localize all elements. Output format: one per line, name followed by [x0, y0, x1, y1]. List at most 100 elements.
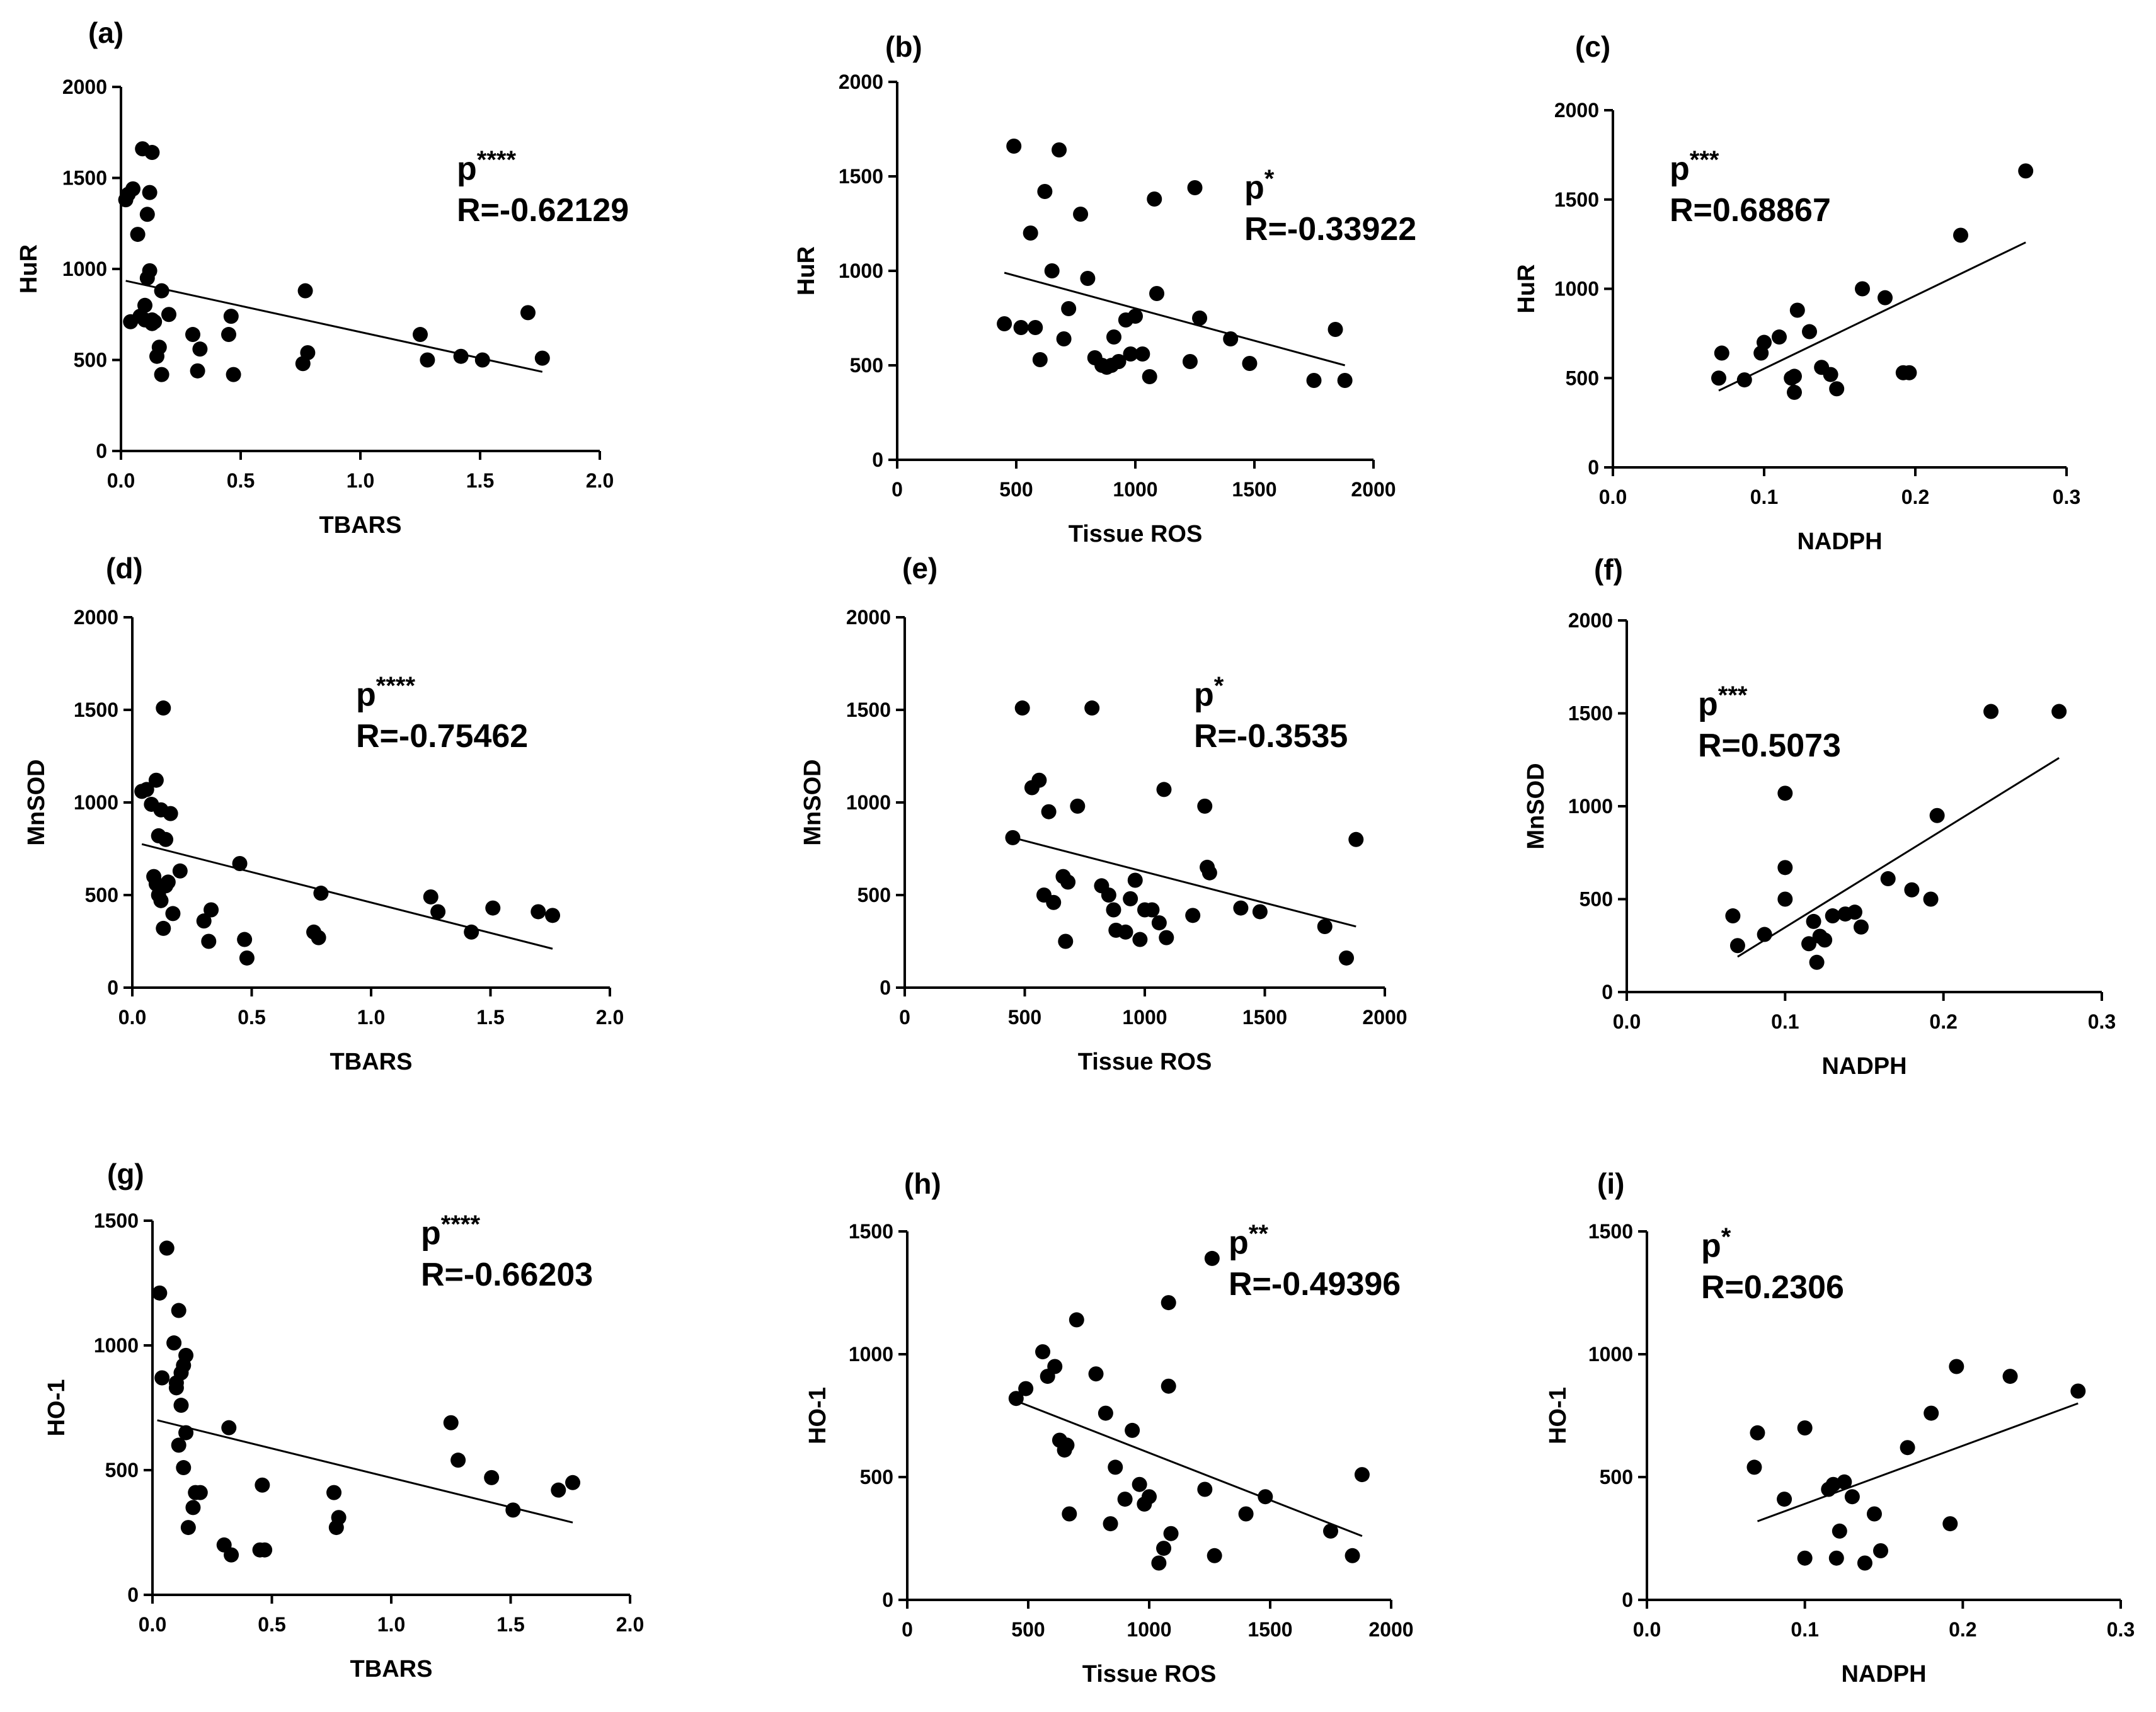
r-value-annotation: R=0.5073: [1698, 728, 1841, 764]
panel-letter: (a): [88, 16, 123, 49]
data-point: [156, 920, 171, 936]
x-tick-label: 1500: [1232, 478, 1276, 501]
data-point: [474, 352, 490, 368]
data-point: [1317, 918, 1333, 934]
data-point: [1147, 191, 1162, 207]
data-point: [1106, 902, 1121, 918]
data-point: [154, 1370, 170, 1386]
data-point: [1201, 865, 1217, 881]
r-value-annotation: R=-0.75462: [356, 718, 528, 755]
x-tick-label: 0: [902, 1618, 913, 1641]
y-tick-label: 0: [872, 448, 883, 471]
x-tick-label: 0.0: [107, 469, 135, 492]
data-point: [192, 1485, 208, 1500]
x-tick-label: 2.0: [616, 1613, 644, 1636]
significance-stars: *: [1214, 672, 1224, 700]
regression-line: [1718, 241, 2026, 392]
p-value-annotation: p****: [356, 672, 415, 713]
panel-letter: (b): [885, 30, 922, 63]
data-point: [237, 932, 253, 947]
data-point: [1223, 331, 1239, 346]
data-point: [2018, 163, 2034, 179]
significance-stars: **: [1249, 1220, 1269, 1248]
data-point: [1345, 1548, 1360, 1563]
data-point: [2051, 704, 2067, 719]
significance-stars: ****: [376, 672, 416, 700]
data-point: [1949, 1359, 1964, 1374]
x-tick-label: 0.0: [1633, 1618, 1661, 1641]
x-tick-label: 2000: [1368, 1618, 1413, 1641]
data-point: [1923, 891, 1939, 907]
panel-letter: (h): [904, 1167, 941, 1200]
data-point: [1207, 1548, 1222, 1563]
data-point: [1306, 373, 1322, 388]
chart-panel: 0 500 1000 1500 2000 0.0 0.1 0.2 0.3 NADPH MnSOD (f…: [1523, 553, 2116, 1080]
x-tick-label: 0.5: [238, 1006, 265, 1029]
data-point: [1757, 927, 1772, 942]
data-point: [430, 904, 446, 920]
data-point: [326, 1485, 342, 1500]
data-point: [423, 889, 439, 905]
panel-letter: (e): [902, 552, 938, 585]
data-point: [1904, 882, 1920, 898]
data-point: [173, 1398, 189, 1413]
y-axis-title: MnSOD: [23, 759, 50, 845]
regression-line: [1757, 1402, 2079, 1522]
data-point: [1929, 807, 1945, 823]
y-tick-label: 500: [85, 884, 118, 906]
data-point: [1787, 368, 1802, 384]
data-point: [313, 886, 329, 901]
data-point: [1161, 1378, 1176, 1394]
data-point: [520, 305, 536, 321]
x-tick-label: 0.0: [1613, 1010, 1641, 1033]
data-point: [1080, 271, 1096, 286]
data-point: [223, 309, 239, 324]
y-tick-label: 1000: [839, 260, 883, 282]
x-tick-label: 2000: [1351, 478, 1396, 501]
y-tick-label: 0: [107, 976, 118, 999]
data-point: [443, 1415, 459, 1430]
data-point: [1817, 932, 1833, 948]
y-tick-label: 500: [850, 354, 883, 377]
x-axis-title: Tissue ROS: [1082, 1661, 1217, 1687]
regression-line: [141, 843, 553, 950]
y-tick-label: 1500: [62, 167, 107, 190]
data-point: [1832, 1523, 1847, 1539]
data-point: [139, 270, 155, 286]
data-point: [239, 950, 255, 966]
y-tick-label: 2000: [74, 606, 118, 629]
data-point: [1028, 320, 1043, 335]
y-tick-label: 1500: [846, 699, 891, 721]
data-point: [1327, 322, 1343, 337]
significance-stars: ****: [477, 146, 517, 174]
data-point: [1772, 329, 1787, 345]
p-value-annotation: p*: [1194, 672, 1224, 713]
data-point: [1006, 139, 1022, 154]
x-tick-label: 0.3: [2107, 1618, 2135, 1641]
x-axis-title: Tissue ROS: [1078, 1049, 1212, 1075]
data-point: [1789, 302, 1805, 318]
x-tick-label: 0.1: [1750, 486, 1778, 508]
data-point: [166, 1335, 182, 1351]
data-point: [221, 1420, 237, 1435]
data-point: [1258, 1489, 1273, 1505]
p-value-annotation: p***: [1698, 682, 1748, 722]
p-label: p: [1670, 151, 1690, 187]
x-tick-label: 0: [899, 1006, 910, 1029]
data-point: [1878, 290, 1893, 305]
data-point: [1942, 1516, 1958, 1532]
y-tick-label: 2000: [839, 71, 883, 93]
data-point: [1797, 1550, 1813, 1566]
data-point: [1031, 772, 1047, 788]
y-tick-label: 2000: [846, 606, 891, 629]
data-point: [2070, 1383, 2086, 1399]
data-point: [1837, 1474, 1852, 1490]
data-point: [997, 316, 1012, 331]
data-point: [180, 1520, 196, 1536]
x-tick-label: 1.5: [466, 469, 494, 492]
y-tick-label: 2000: [1568, 609, 1613, 632]
x-tick-label: 1.5: [476, 1006, 504, 1029]
data-point: [1156, 782, 1172, 797]
y-tick-label: 1000: [849, 1343, 893, 1366]
x-tick-label: 500: [999, 478, 1033, 501]
